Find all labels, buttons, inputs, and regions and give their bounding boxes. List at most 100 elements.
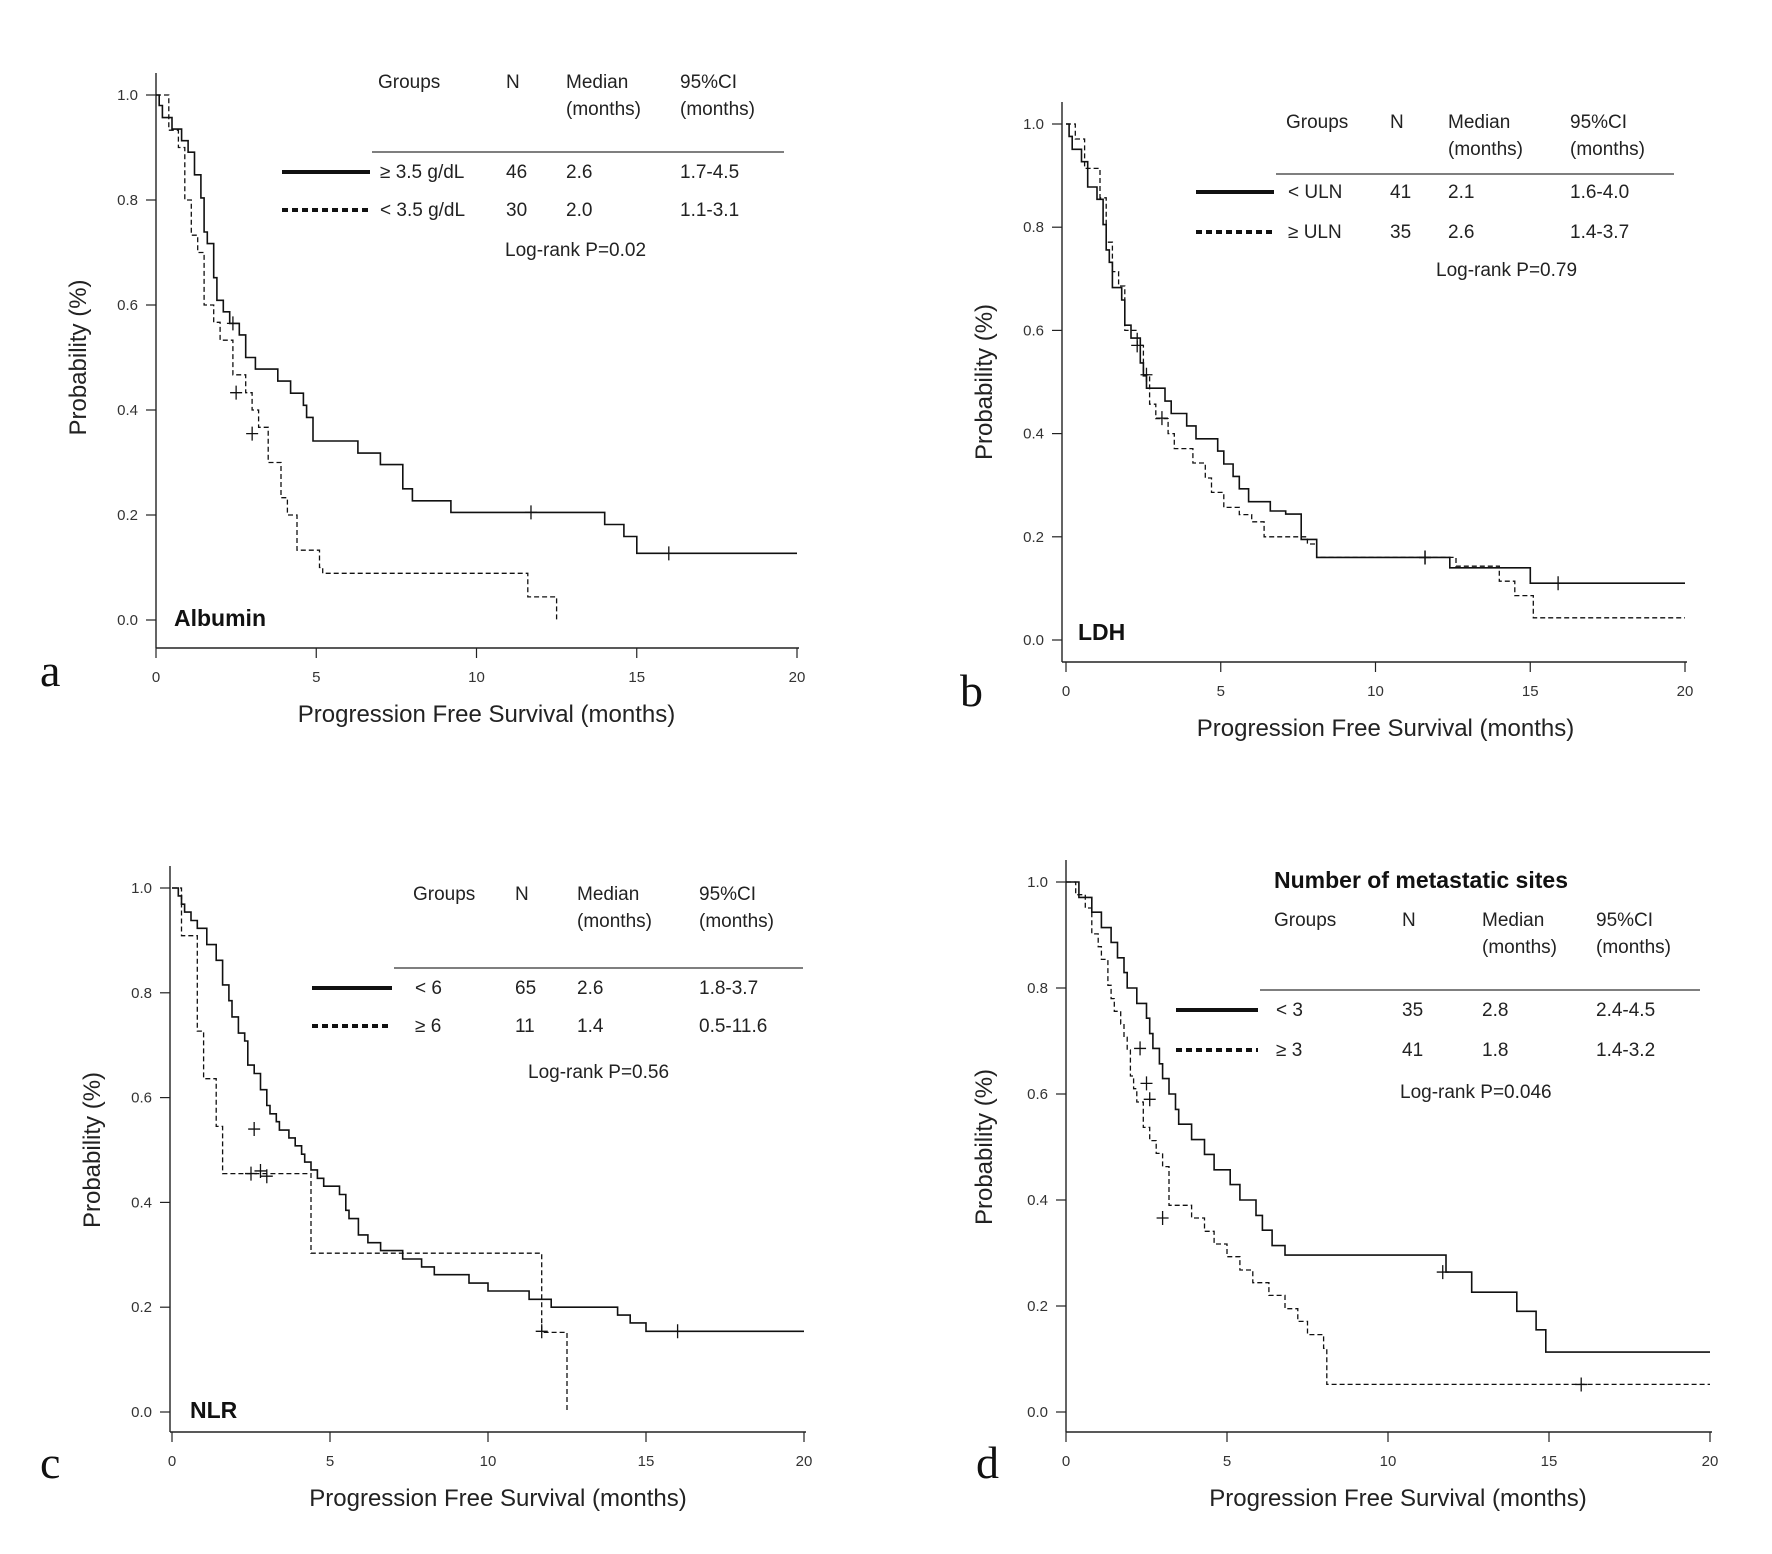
legend-ci: 1.4-3.2 xyxy=(1596,1040,1655,1061)
legend-n: 65 xyxy=(515,978,536,999)
x-tick-label: 15 xyxy=(638,1453,655,1470)
legend-group-label: ≥ ULN xyxy=(1288,222,1342,243)
panel-letter: d xyxy=(976,1437,999,1488)
censor-mark xyxy=(1552,576,1565,591)
x-tick-label: 20 xyxy=(1677,683,1694,700)
marker-label: Albumin xyxy=(174,605,266,631)
y-tick-label: 0.0 xyxy=(1023,632,1044,649)
censor-mark xyxy=(671,1324,684,1339)
x-axis-title: Progression Free Survival (months) xyxy=(1209,1485,1586,1512)
log-rank-p: Log-rank P=0.02 xyxy=(505,240,646,261)
table-subheader: (months) xyxy=(1482,937,1557,958)
censor-mark xyxy=(1155,411,1168,426)
x-tick-label: 5 xyxy=(1217,683,1225,700)
table-subheader: (months) xyxy=(1596,937,1671,958)
x-tick-label: 10 xyxy=(468,669,485,686)
table-subheader: (months) xyxy=(699,911,774,932)
table-header: N xyxy=(1390,112,1404,133)
table-header: Median xyxy=(566,72,628,93)
survival-curve-dashed xyxy=(1066,123,1685,619)
legend-group-label: ≥ 3 xyxy=(1276,1040,1302,1061)
y-tick-label: 0.8 xyxy=(1023,219,1044,236)
table-header: N xyxy=(1402,910,1416,931)
log-rank-p: Log-rank P=0.046 xyxy=(1400,1082,1552,1103)
legend-ci: 1.8-3.7 xyxy=(699,978,758,999)
table-header: Groups xyxy=(1286,112,1348,133)
legend-median: 2.1 xyxy=(1448,182,1474,203)
y-tick-label: 0.4 xyxy=(1027,1192,1048,1209)
censor-mark xyxy=(260,1169,273,1184)
legend-group-label: ≥ 3.5 g/dL xyxy=(380,162,464,183)
legend-n: 35 xyxy=(1402,1000,1423,1021)
censor-mark xyxy=(1436,1265,1449,1280)
x-tick-label: 10 xyxy=(1380,1453,1397,1470)
legend-group-label: ≥ 6 xyxy=(415,1016,441,1037)
panel-letter: c xyxy=(40,1437,60,1488)
legend-n: 11 xyxy=(515,1016,535,1037)
x-tick-label: 0 xyxy=(1062,1453,1070,1470)
legend-group-label: < 6 xyxy=(415,978,442,999)
table-header: 95%CI xyxy=(699,884,756,905)
x-tick-label: 10 xyxy=(1367,683,1384,700)
legend-n: 35 xyxy=(1390,222,1411,243)
censor-mark xyxy=(1140,367,1153,382)
censor-mark xyxy=(254,1163,267,1178)
y-tick-label: 0.8 xyxy=(131,985,152,1002)
y-tick-label: 0.6 xyxy=(117,297,138,314)
panel-b: 0.0 0.2 0.4 0.6 0.8 1.0 0 5 10 15 20 Progression Fr… xyxy=(960,102,1693,742)
marker-label: NLR xyxy=(190,1397,238,1423)
panel-a: 0.0 0.2 0.4 0.6 0.8 1.0 0 5 10 15 20 Progression Fr… xyxy=(40,72,805,728)
y-tick-label: 1.0 xyxy=(131,880,152,897)
censor-mark xyxy=(524,505,537,520)
survival-curve-dashed xyxy=(172,887,568,1412)
x-tick-label: 15 xyxy=(1541,1453,1558,1470)
y-axis-title: Probability (%) xyxy=(79,1072,106,1228)
censor-mark xyxy=(245,1166,257,1181)
x-tick-label: 20 xyxy=(789,669,806,686)
table-header: Median xyxy=(1448,112,1510,133)
table-subheader: (months) xyxy=(680,99,755,120)
legend-median: 2.8 xyxy=(1482,1000,1508,1021)
table-header: Median xyxy=(577,884,639,905)
panel-letter: b xyxy=(960,665,983,716)
y-tick-label: 0.2 xyxy=(117,507,138,524)
y-tick-label: 0.2 xyxy=(1027,1298,1048,1315)
legend-n: 41 xyxy=(1402,1040,1423,1061)
censor-mark xyxy=(226,316,239,331)
y-axis-title: Probability (%) xyxy=(971,304,998,460)
table-subheader: (months) xyxy=(566,99,641,120)
panel-c: 0.0 0.2 0.4 0.6 0.8 1.0 0 5 10 15 20 Progression Fr… xyxy=(40,866,812,1512)
table-header: N xyxy=(506,72,520,93)
table-subheader: (months) xyxy=(1448,139,1523,160)
x-tick-label: 5 xyxy=(1223,1453,1231,1470)
censor-mark xyxy=(1143,1092,1156,1107)
y-tick-label: 1.0 xyxy=(1023,116,1044,133)
x-tick-label: 0 xyxy=(152,669,160,686)
table-header: Groups xyxy=(413,884,475,905)
panel-d: 0.0 0.2 0.4 0.6 0.8 1.0 0 5 10 15 20 Progression Fr… xyxy=(971,860,1718,1512)
legend-n: 30 xyxy=(506,200,527,221)
x-tick-label: 5 xyxy=(312,669,320,686)
censor-mark xyxy=(662,546,675,561)
censor-mark xyxy=(1140,1076,1153,1091)
table-header: 95%CI xyxy=(680,72,737,93)
legend-group-label: < 3 xyxy=(1276,1000,1303,1021)
x-axis-title: Progression Free Survival (months) xyxy=(1197,715,1574,742)
legend-median: 2.6 xyxy=(577,978,603,999)
survival-curve-solid xyxy=(156,94,797,555)
x-tick-label: 10 xyxy=(480,1453,497,1470)
censor-mark xyxy=(1156,1211,1169,1226)
legend-median: 2.6 xyxy=(1448,222,1474,243)
survival-curve-dashed xyxy=(1066,881,1710,1386)
y-axis-title: Probability (%) xyxy=(971,1069,998,1225)
legend-n: 46 xyxy=(506,162,527,183)
y-tick-label: 0.8 xyxy=(1027,980,1048,997)
y-axis-title: Probability (%) xyxy=(65,279,92,435)
table-header: 95%CI xyxy=(1596,910,1653,931)
y-tick-label: 1.0 xyxy=(117,87,138,104)
y-tick-label: 0.6 xyxy=(131,1090,152,1107)
censor-mark xyxy=(1575,1377,1588,1392)
x-axis-title: Progression Free Survival (months) xyxy=(298,701,675,728)
y-tick-label: 0.0 xyxy=(131,1404,152,1421)
